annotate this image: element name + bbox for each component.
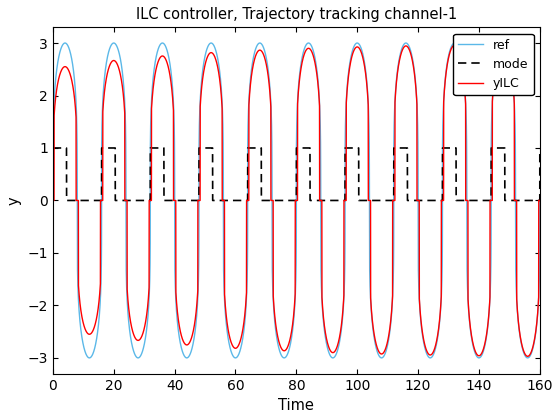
ref — [210, 42, 217, 47]
mode — [536, 145, 543, 150]
mode — [371, 198, 378, 203]
ref — [62, 40, 68, 45]
ref — [536, 198, 543, 203]
mode — [210, 198, 217, 203]
mode — [49, 145, 56, 150]
Line: mode: mode — [53, 148, 540, 200]
mode — [403, 145, 409, 150]
ref — [403, 40, 409, 45]
ref — [498, 42, 505, 47]
ref — [49, 198, 56, 203]
mode — [487, 198, 493, 203]
yILC — [49, 198, 56, 203]
Legend: ref, mode, yILC: ref, mode, yILC — [453, 34, 534, 95]
yILC — [95, 305, 101, 310]
mode — [498, 145, 505, 150]
Line: yILC: yILC — [53, 45, 540, 356]
ref — [95, 325, 101, 330]
Line: ref: ref — [53, 43, 540, 358]
yILC — [498, 44, 505, 49]
yILC — [524, 354, 531, 359]
mode — [95, 198, 101, 203]
ref — [86, 355, 93, 360]
Title: ILC controller, Trajectory tracking channel-1: ILC controller, Trajectory tracking chan… — [136, 7, 457, 22]
yILC — [403, 43, 409, 48]
yILC — [500, 42, 507, 47]
ref — [371, 337, 378, 342]
yILC — [371, 333, 378, 338]
Y-axis label: y: y — [7, 196, 22, 205]
yILC — [487, 298, 493, 303]
yILC — [210, 51, 217, 56]
yILC — [536, 198, 543, 203]
ref — [487, 299, 493, 304]
mode — [63, 198, 70, 203]
X-axis label: Time: Time — [278, 398, 314, 413]
